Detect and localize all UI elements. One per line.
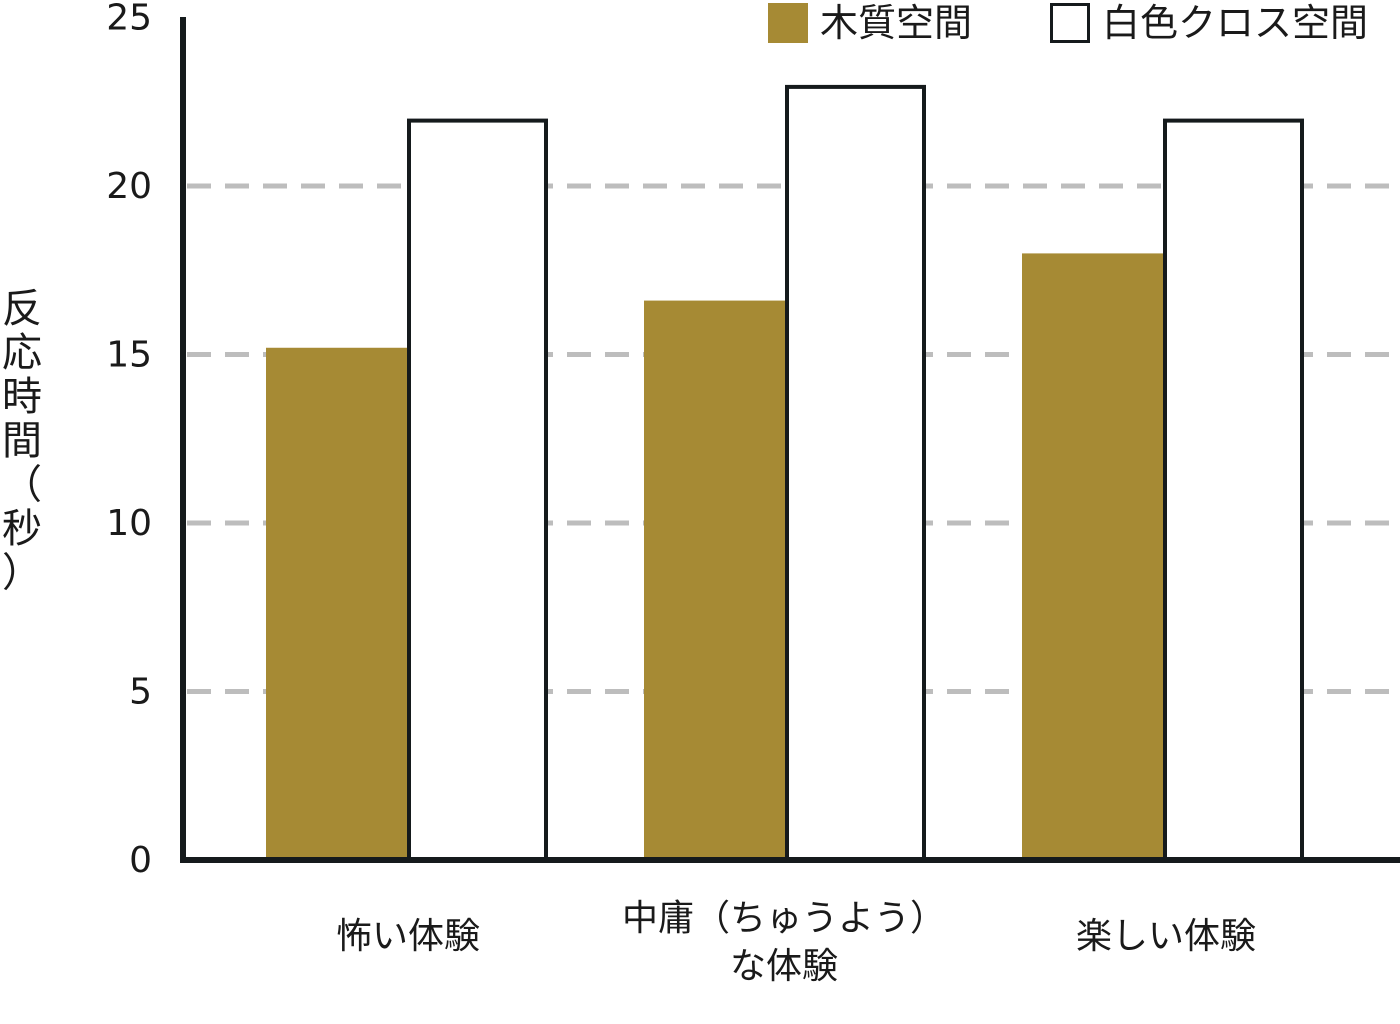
y-tick-label-15: 15 — [106, 335, 152, 376]
bar-series1-cat3 — [1022, 253, 1163, 860]
category-label-2-line1: 中庸（ちゅうよう） — [622, 898, 946, 939]
y-tick-label-0: 0 — [129, 840, 152, 881]
legend-swatch-2 — [1050, 3, 1090, 43]
legend-swatch-1 — [768, 3, 808, 43]
category-label-2-line2: な体験 — [730, 946, 838, 987]
category-label-3: 楽しい体験 — [1076, 916, 1256, 957]
category-label-1: 怖い体験 — [336, 916, 480, 957]
bar-series2-cat2 — [785, 84, 926, 862]
y-tick-label-5: 5 — [129, 672, 152, 713]
bar-series1-cat2 — [644, 300, 785, 861]
y-axis-label: 反応時間（秒） — [2, 286, 42, 596]
axes — [180, 17, 1400, 863]
y-axis-title: 反応時間（秒） — [2, 286, 42, 596]
legend: 木質空間 白色クロス空間 — [768, 1, 1368, 45]
y-tick-label-10: 10 — [106, 503, 152, 544]
bar-series2-cat3 — [1163, 118, 1304, 863]
bar-series1-cat1 — [266, 347, 407, 860]
y-tick-label-20: 20 — [106, 166, 152, 207]
y-tick-labels: 0 5 10 15 20 25 — [106, 0, 152, 881]
bars — [266, 84, 1304, 863]
y-tick-label-25: 25 — [106, 0, 152, 39]
category-labels: 怖い体験 中庸（ちゅうよう） な体験 楽しい体験 — [336, 898, 1256, 987]
bar-series2-cat1 — [407, 118, 548, 863]
legend-label-1: 木質空間 — [820, 1, 972, 45]
legend-label-2: 白色クロス空間 — [1102, 1, 1368, 45]
